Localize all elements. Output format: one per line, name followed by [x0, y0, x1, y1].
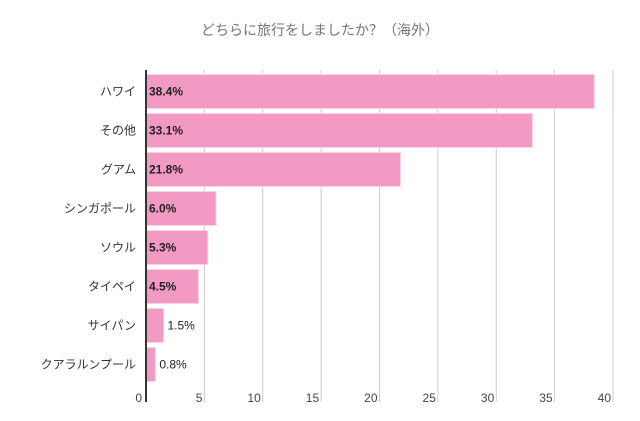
category-label: タイペイ — [88, 280, 136, 294]
x-tick-label: 20 — [364, 391, 378, 405]
x-tick-label: 30 — [481, 391, 495, 405]
category-label: サイパン — [88, 319, 136, 333]
x-tick-label: 15 — [306, 391, 320, 405]
x-tick-label: 35 — [539, 391, 553, 405]
bar — [145, 269, 200, 304]
x-tick-label: 5 — [196, 391, 203, 405]
chart-title: どちらに旅行をしましたか？（海外） — [201, 23, 439, 39]
category-label: シンガポール — [64, 202, 136, 216]
data-label: 4.5% — [149, 280, 177, 294]
x-tick-label: 40 — [598, 391, 612, 405]
category-label: クアラルンプール — [41, 358, 136, 372]
category-label: グアム — [101, 163, 136, 177]
x-tick-label: 0 — [135, 391, 142, 405]
data-label: 21.8% — [149, 163, 183, 177]
category-label: ハワイ — [100, 85, 136, 99]
x-tick-label: 10 — [247, 391, 261, 405]
data-label: 5.3% — [149, 241, 177, 255]
bar — [145, 152, 402, 187]
data-label: 1.5% — [168, 319, 196, 333]
data-label: 38.4% — [149, 85, 183, 99]
bar — [145, 308, 165, 343]
data-label: 0.8% — [159, 358, 187, 372]
x-tick-label: 25 — [423, 391, 437, 405]
bar — [145, 113, 533, 148]
category-label: その他 — [100, 124, 136, 138]
bar — [145, 230, 209, 265]
data-label: 33.1% — [149, 124, 183, 138]
category-label: ソウル — [100, 241, 136, 255]
data-label: 6.0% — [149, 202, 177, 216]
bar — [145, 347, 156, 382]
bar — [145, 74, 595, 109]
